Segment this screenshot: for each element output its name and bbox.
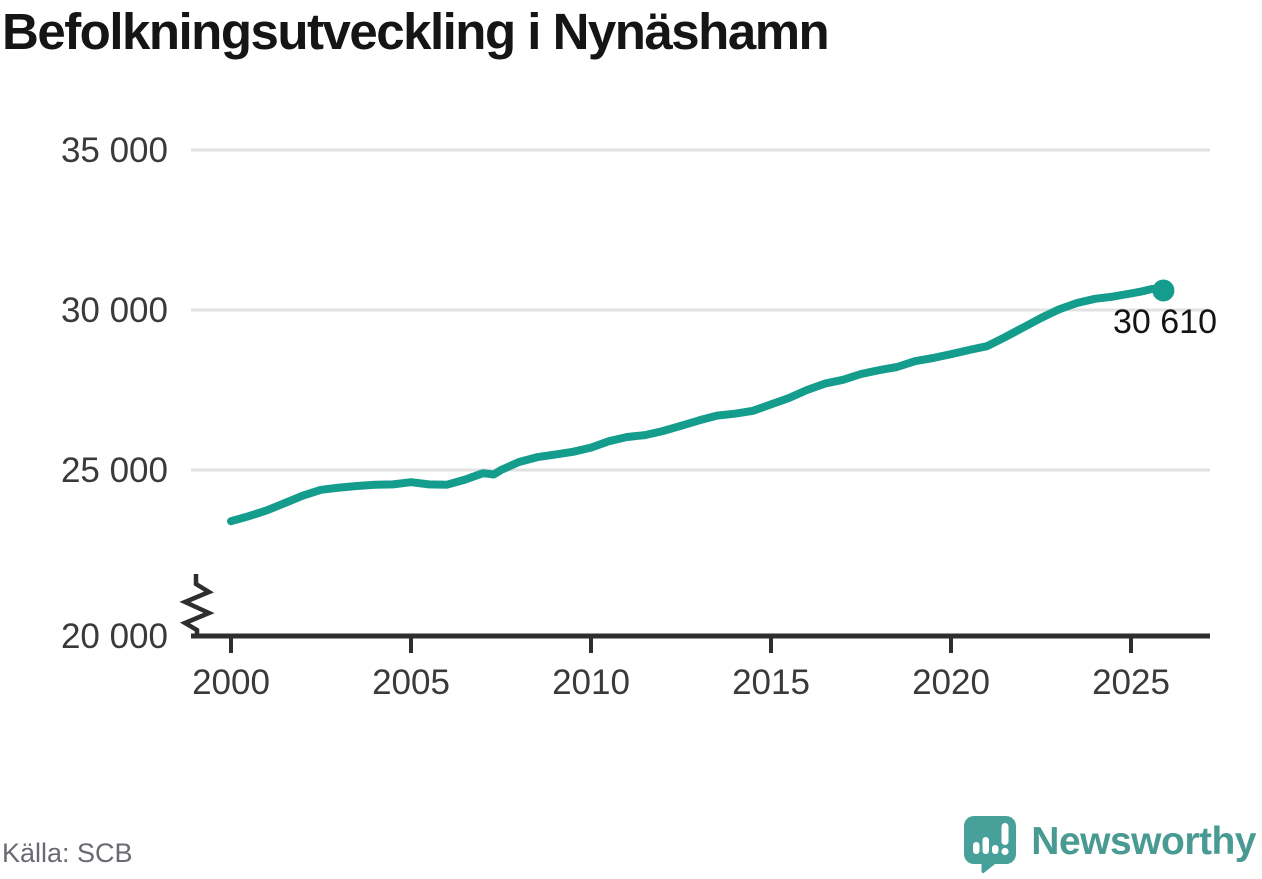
chart-title: Befolkningsutveckling i Nynäshamn [2, 3, 830, 60]
exclamation-bar [1001, 823, 1009, 845]
bar-3 [992, 845, 999, 854]
y-axis-label: 25 000 [61, 451, 168, 490]
y-axis-label: 30 000 [61, 291, 168, 330]
x-axis-label: 2025 [1092, 663, 1170, 702]
y-axis-label: 35 000 [61, 131, 168, 170]
newsworthy-logo: Newsworthy [963, 815, 1256, 874]
axis-break-icon [179, 574, 215, 636]
x-axis-label: 2000 [192, 663, 270, 702]
newsworthy-wordmark: Newsworthy [1031, 820, 1256, 863]
end-point-marker [1152, 279, 1175, 302]
exclamation-dot [1001, 847, 1009, 856]
population-line [227, 284, 1168, 526]
source-label: Källa: SCB [2, 838, 133, 868]
x-axis-label: 2010 [552, 663, 630, 702]
x-axis-label: 2020 [912, 663, 990, 702]
y-axis-label: 20 000 [61, 617, 168, 656]
bar-2 [982, 837, 990, 854]
end-value-label: 30 610 [1113, 303, 1217, 341]
speech-bubble-shape [964, 816, 1017, 874]
x-axis-label: 2015 [732, 663, 810, 702]
newsworthy-icon [964, 816, 1017, 874]
x-axis-label: 2005 [372, 663, 450, 702]
bar-1 [973, 842, 980, 854]
